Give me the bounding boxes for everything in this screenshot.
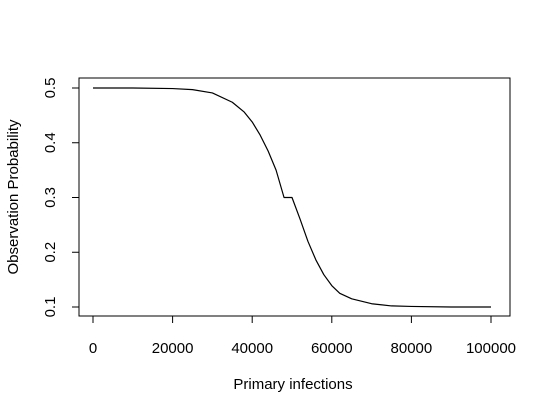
x-axis: 0 20000 40000 60000 80000 100000 xyxy=(89,315,516,357)
x-tick-label: 60000 xyxy=(311,340,353,357)
y-tick-label: 0.4 xyxy=(42,132,59,153)
x-axis-label: Primary infections xyxy=(233,376,352,393)
y-tick-label: 0.3 xyxy=(42,187,59,208)
x-tick-label: 0 xyxy=(89,340,97,357)
series-line xyxy=(93,87,491,308)
x-tick-label: 20000 xyxy=(152,340,194,357)
series-layer xyxy=(93,87,491,308)
y-tick-label: 0.5 xyxy=(42,78,59,99)
x-tick-label: 40000 xyxy=(231,340,273,357)
y-axis: 0.1 0.2 0.3 0.4 0.5 xyxy=(42,78,80,318)
y-tick-label: 0.2 xyxy=(42,242,59,263)
y-tick-label: 0.1 xyxy=(42,297,59,318)
y-axis-label: Observation Probability xyxy=(5,119,22,275)
x-tick-label: 100000 xyxy=(466,340,516,357)
plot-frame xyxy=(78,77,511,317)
x-tick-label: 80000 xyxy=(391,340,433,357)
